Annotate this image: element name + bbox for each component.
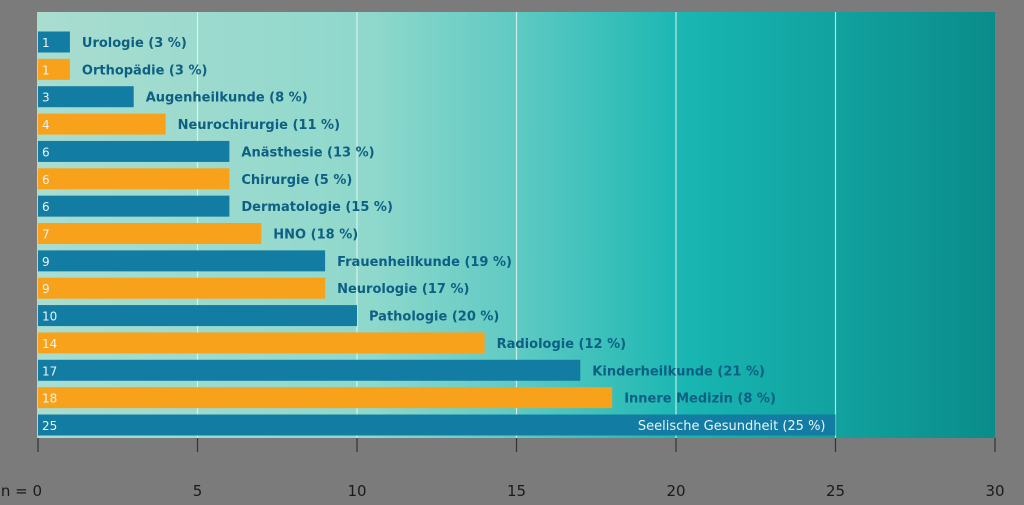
- bar-value-label: 7: [42, 228, 50, 242]
- bar: [38, 305, 357, 327]
- bar: [38, 277, 326, 299]
- bar-value-label: 1: [42, 63, 50, 77]
- bar: [38, 332, 485, 354]
- bar-value-label: 4: [42, 118, 50, 132]
- category-label: Augenheilkunde (8 %): [146, 91, 308, 106]
- category-label: Frauenheilkunde (19 %): [337, 255, 512, 270]
- bar-value-label: 1: [42, 36, 50, 50]
- bar-value-label: 14: [42, 337, 57, 351]
- bar-value-label: 9: [42, 255, 50, 269]
- bar-value-label: 25: [42, 419, 57, 433]
- tick-label: n = 0: [1, 482, 42, 500]
- bar-value-label: 17: [42, 364, 57, 378]
- category-label: Kinderheilkunde (21 %): [592, 364, 765, 379]
- bar-value-label: 3: [42, 91, 50, 105]
- bar-value-label: 6: [42, 173, 50, 187]
- bar: [38, 223, 262, 244]
- bar: [38, 31, 70, 53]
- category-label: Dermatologie (15 %): [241, 200, 393, 215]
- bar-value-label: 6: [42, 200, 50, 214]
- bar: [38, 140, 230, 162]
- category-label: Radiologie (12 %): [497, 337, 626, 352]
- bar-value-label: 6: [42, 145, 50, 159]
- category-label: Seelische Gesundheit (25 %): [638, 419, 826, 434]
- tick-label: 30: [985, 482, 1004, 500]
- tick-label: 20: [666, 482, 685, 500]
- category-label: Orthopädie (3 %): [82, 63, 208, 78]
- bar: [38, 359, 581, 381]
- bar: [38, 414, 836, 436]
- category-label: Urologie (3 %): [82, 36, 187, 51]
- bar-value-label: 10: [42, 310, 57, 324]
- bar: [38, 387, 613, 409]
- bar: [38, 113, 166, 135]
- tick-label: 10: [347, 482, 366, 500]
- bar: [38, 250, 326, 272]
- bar: [38, 168, 230, 190]
- tick-label: 15: [507, 482, 526, 500]
- tick-label: 25: [826, 482, 845, 500]
- category-label: Pathologie (20 %): [369, 310, 499, 325]
- category-label: HNO (18 %): [273, 228, 358, 243]
- bar-value-label: 9: [42, 282, 50, 296]
- category-label: Neurochirurgie (11 %): [178, 118, 340, 133]
- category-label: Neurologie (17 %): [337, 282, 469, 297]
- category-label: Anästhesie (13 %): [241, 145, 374, 160]
- bar: [38, 195, 230, 217]
- bar: [38, 58, 70, 80]
- bar-value-label: 18: [42, 392, 57, 406]
- tick-label: 5: [193, 482, 203, 500]
- category-label: Innere Medizin (8 %): [624, 392, 776, 407]
- category-label: Chirurgie (5 %): [241, 173, 352, 188]
- bar: [38, 86, 134, 108]
